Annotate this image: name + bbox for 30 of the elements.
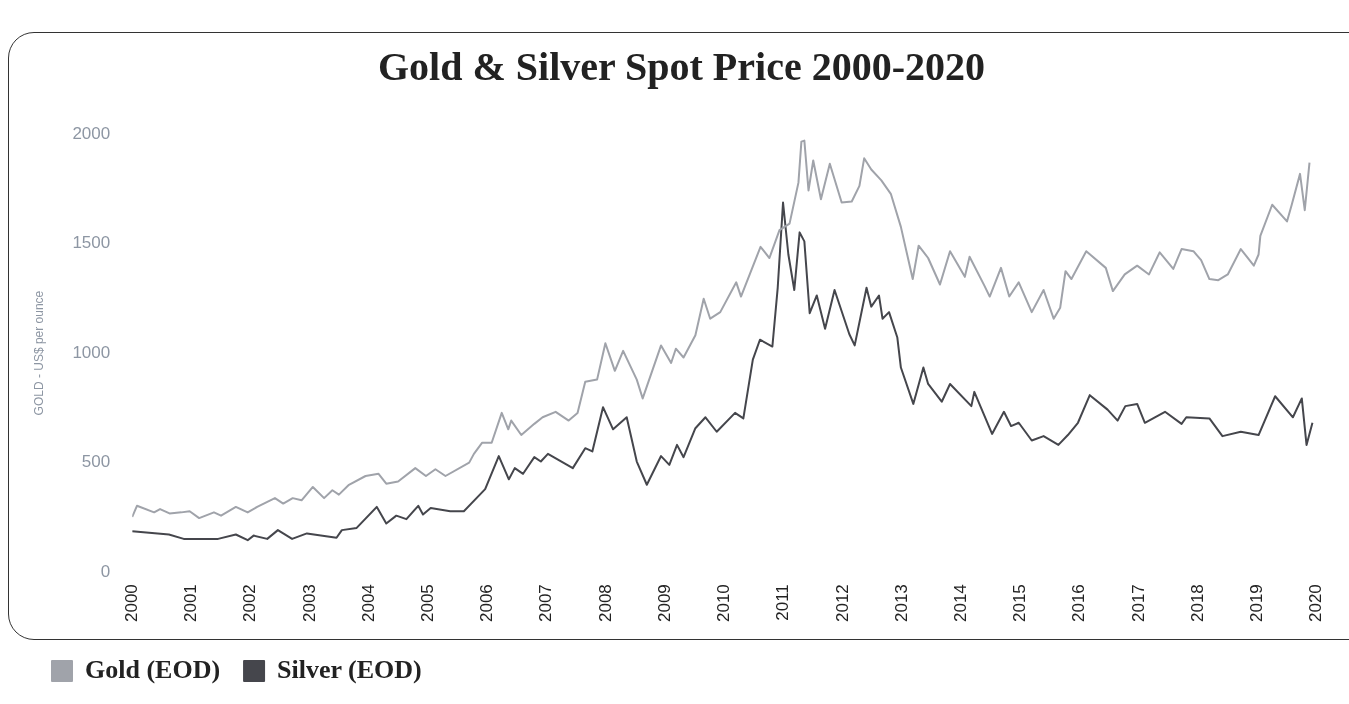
y-tick-label: 0 [100, 561, 111, 581]
x-tick-label: 2012 [832, 584, 852, 623]
x-tick-label: 2001 [181, 584, 201, 623]
x-tick-label: 2017 [1128, 584, 1148, 623]
y-tick-label: 2000 [72, 123, 111, 143]
y-tick-label: 1500 [72, 233, 111, 253]
y-axis-title: GOLD - US$ per ounce [31, 290, 46, 416]
x-tick-label: 2003 [299, 584, 319, 623]
x-tick-label: 2014 [950, 584, 970, 623]
y-tick-label: 1000 [72, 342, 111, 362]
x-tick-label: 2009 [654, 584, 674, 623]
x-tick-label: 2020 [1306, 584, 1326, 623]
x-tick-label: 2005 [418, 584, 437, 623]
x-tick-label: 2006 [477, 584, 497, 623]
x-tick-label: 2016 [1069, 584, 1089, 623]
x-tick-label: 2007 [536, 584, 556, 623]
chart-title: Gold & Silver Spot Price 2000-2020 [378, 44, 985, 90]
x-tick-label: 2019 [1247, 584, 1267, 623]
x-tick-label: 2015 [1010, 584, 1030, 623]
legend-label: Silver (EOD) [277, 654, 422, 684]
x-tick-label: 2000 [121, 584, 141, 623]
x-tick-label: 2011 [773, 584, 793, 621]
x-tick-label: 2004 [358, 584, 378, 623]
x-tick-label: 2013 [891, 584, 911, 623]
x-tick-label: 2010 [714, 584, 734, 623]
legend-label: Gold (EOD) [85, 654, 221, 684]
x-tick-label: 2008 [595, 584, 615, 623]
x-tick-label: 2018 [1187, 584, 1207, 623]
x-tick-label: 2002 [240, 584, 260, 623]
y-tick-label: 500 [81, 452, 111, 472]
